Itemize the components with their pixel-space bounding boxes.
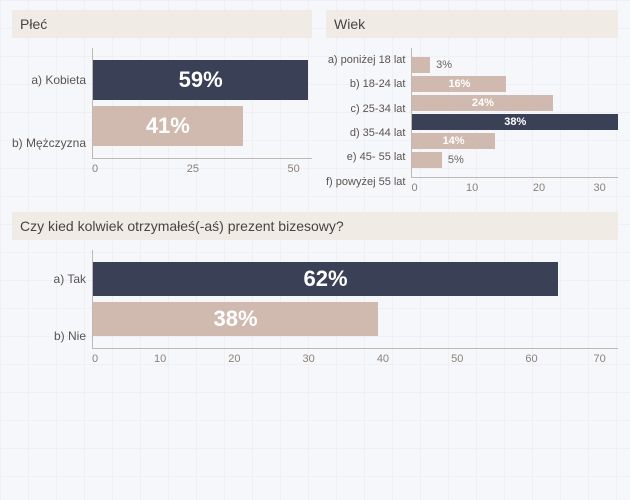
- age-bar: 16%: [412, 76, 506, 92]
- age-value: 24%: [472, 97, 494, 109]
- age-label: e) 45- 55 lat: [326, 146, 405, 168]
- age-label: f) powyżej 55 lat: [326, 171, 405, 193]
- gift-value: 62%: [303, 266, 347, 292]
- age-label: b) 18-24 lat: [326, 73, 405, 95]
- gift-tick: 20: [228, 353, 240, 365]
- age-bar: 38%: [412, 114, 618, 130]
- gift-label: b) Nie: [32, 329, 86, 343]
- age-value: 38%: [504, 116, 526, 128]
- gift-tick: 50: [451, 353, 463, 365]
- gift-tick: 10: [154, 353, 166, 365]
- gift-bar: 38%: [93, 302, 378, 336]
- age-chart: a) poniżej 18 latb) 18-24 lat c) 25-34 la…: [326, 48, 618, 194]
- age-label: a) poniżej 18 lat: [326, 49, 405, 71]
- gender-tick: 25: [187, 163, 199, 175]
- age-tick: 20: [533, 182, 545, 194]
- age-tick: 10: [466, 182, 478, 194]
- gender-label: a) Kobieta: [12, 73, 86, 87]
- age-label: c) 25-34 lat: [326, 98, 405, 120]
- age-tick: 30: [594, 182, 606, 194]
- gift-value: 38%: [213, 306, 257, 332]
- gift-chart: a) Tak b) Nie 62% 38% 0 10 20 30 40 50 60 70: [12, 250, 618, 365]
- age-label: d) 35-44 lat: [326, 122, 405, 144]
- age-value: 3%: [436, 59, 452, 71]
- age-value: 14%: [443, 135, 465, 147]
- age-bar: 24%: [412, 95, 553, 111]
- gender-value: 59%: [179, 67, 223, 93]
- gift-label: a) Tak: [32, 272, 86, 286]
- gender-tick: 50: [288, 163, 300, 175]
- gift-tick: 30: [303, 353, 315, 365]
- gender-value: 41%: [146, 113, 190, 139]
- gender-chart: a) Kobieta b) Mężczyzna 59% 41% 0 25 50: [12, 48, 312, 175]
- gift-tick: 60: [525, 353, 537, 365]
- gender-bar: 59%: [93, 60, 308, 100]
- gift-tick: 70: [593, 353, 605, 365]
- gender-label: b) Mężczyzna: [12, 136, 86, 150]
- gender-bar: 41%: [93, 106, 243, 146]
- age-bar: [412, 57, 430, 73]
- age-tick: 0: [411, 182, 417, 194]
- gift-tick: 0: [92, 353, 98, 365]
- gift-bar: 62%: [93, 262, 558, 296]
- gift-tick: 40: [377, 353, 389, 365]
- gift-title: Czy kied kolwiek otrzymałeś(-aś) prezent…: [12, 212, 618, 240]
- gender-tick: 0: [92, 163, 98, 175]
- gender-title: Płeć: [12, 10, 312, 38]
- age-value: 16%: [448, 78, 470, 90]
- age-title: Wiek: [326, 10, 618, 38]
- age-bar: 14%: [412, 133, 494, 149]
- age-bar: [412, 152, 441, 168]
- age-value: 5%: [448, 154, 464, 166]
